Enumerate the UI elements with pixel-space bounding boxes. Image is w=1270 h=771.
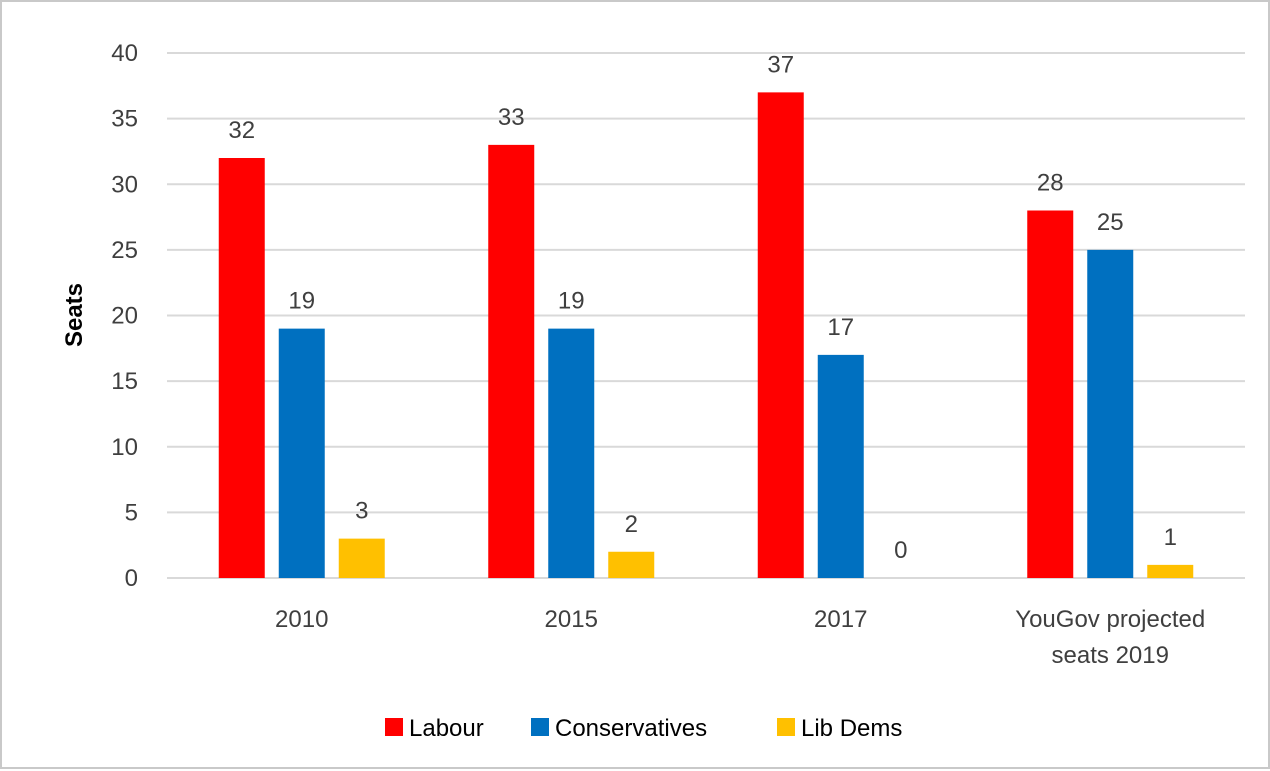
data-label: 19 xyxy=(288,288,315,315)
y-tick-label: 25 xyxy=(111,237,138,264)
legend-label: Lib Dems xyxy=(801,715,902,742)
legend-swatch xyxy=(531,718,549,736)
bar-labour xyxy=(488,144,535,578)
legend-swatch xyxy=(385,718,403,736)
bar-conservatives xyxy=(817,354,864,578)
legend: Labour Conservatives Lib Dems xyxy=(385,715,902,742)
y-axis-title: Seats xyxy=(61,283,88,347)
data-label: 19 xyxy=(558,288,585,315)
data-label: 3 xyxy=(355,498,368,525)
bar-labour xyxy=(757,92,804,578)
legend-label: Labour xyxy=(409,715,484,742)
y-tick-label: 40 xyxy=(111,40,138,67)
y-axis-ticks: 0 5 10 15 20 25 30 35 40 xyxy=(111,40,138,592)
y-tick-label: 15 xyxy=(111,368,138,395)
y-tick-label: 35 xyxy=(111,106,138,133)
data-label: 17 xyxy=(827,314,854,341)
y-tick-label: 5 xyxy=(125,499,138,526)
data-label: 28 xyxy=(1037,170,1064,197)
data-label: 32 xyxy=(228,117,255,144)
bar-conservatives xyxy=(548,328,595,578)
bar-lib-dems xyxy=(608,551,655,578)
bar-conservatives xyxy=(278,328,325,578)
y-tick-label: 10 xyxy=(111,434,138,461)
y-tick-label: 0 xyxy=(125,565,138,592)
gridlines xyxy=(167,52,1245,579)
data-label: 37 xyxy=(767,51,794,78)
bar-lib-dems xyxy=(1147,564,1194,578)
x-category-label: seats 2019 xyxy=(1052,642,1169,669)
data-label: 33 xyxy=(498,104,525,131)
bar-conservatives xyxy=(1087,249,1134,578)
data-label: 2 xyxy=(625,511,638,538)
x-category-label: YouGov projected xyxy=(1015,606,1205,633)
bar-labour xyxy=(218,158,265,578)
bar-labour xyxy=(1027,210,1074,578)
x-category-label: 2010 xyxy=(275,606,328,633)
data-label: 1 xyxy=(1164,524,1177,551)
data-label: 0 xyxy=(894,537,907,564)
x-category-label: 2017 xyxy=(814,606,867,633)
legend-swatch xyxy=(777,718,795,736)
y-tick-label: 30 xyxy=(111,171,138,198)
data-label: 25 xyxy=(1097,209,1124,236)
bars xyxy=(218,92,1194,578)
legend-label: Conservatives xyxy=(555,715,707,742)
x-category-label: 2015 xyxy=(545,606,598,633)
bar-lib-dems xyxy=(338,538,385,578)
x-axis-categories: 2010 2015 2017 YouGov projected seats 2019 xyxy=(275,606,1205,669)
y-tick-label: 20 xyxy=(111,303,138,330)
